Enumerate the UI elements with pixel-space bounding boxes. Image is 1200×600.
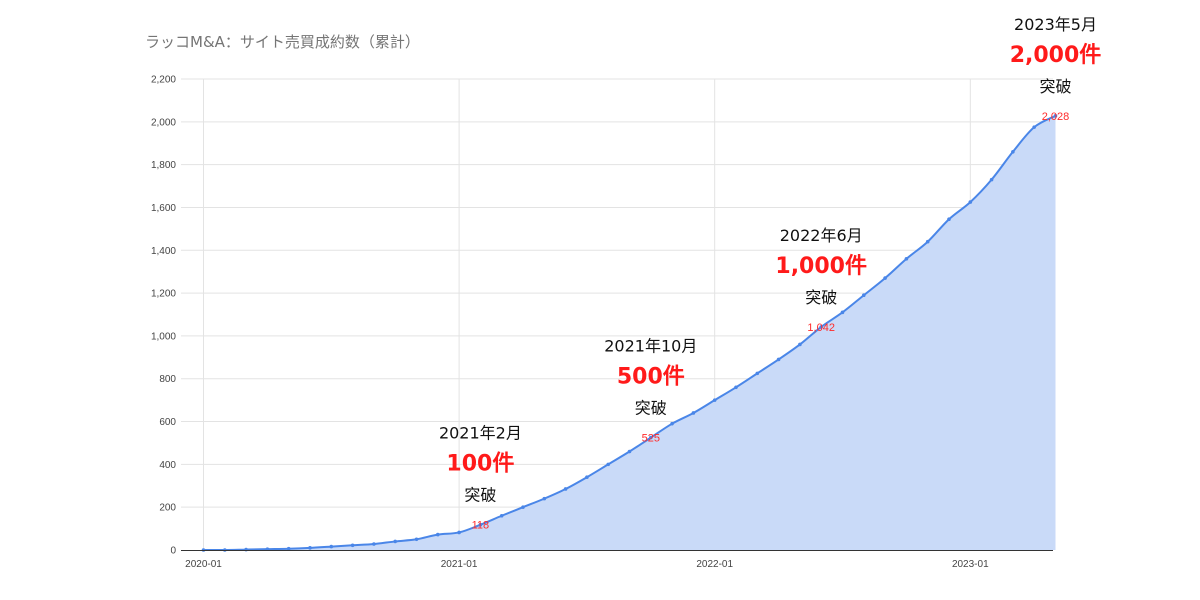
annotation-date: 2021年10月: [604, 337, 697, 356]
data-point: [883, 276, 887, 280]
milestone-annotations: 2021年2月100件突破2021年10月500件突破2022年6月1,000件…: [439, 15, 1101, 505]
data-point: [606, 462, 610, 467]
data-point: [350, 543, 355, 548]
data-point: [329, 544, 334, 549]
data-point: [499, 513, 504, 518]
data-point: [563, 487, 568, 491]
data-point: [989, 177, 994, 182]
data-point: [798, 342, 802, 347]
data-point: [1032, 125, 1036, 129]
data-point: [755, 371, 760, 376]
data-label: 2,028: [1042, 111, 1070, 123]
data-label: 525: [642, 433, 660, 445]
data-point: [308, 546, 312, 550]
data-point: [925, 239, 930, 244]
data-point: [904, 257, 909, 261]
y-tick-label: 0: [170, 546, 176, 557]
data-point: [691, 411, 696, 415]
y-tick-label: 1,200: [151, 289, 176, 300]
annotation-count: 1,000件: [775, 254, 867, 279]
data-point: [286, 546, 291, 551]
y-tick-label: 200: [159, 503, 176, 514]
axis-ticks: 0 200 400 600 800 1,000 1,200 1,400 1,600 1,800 2,…: [151, 75, 1053, 570]
data-label: 118: [472, 520, 490, 532]
annotation-count: 2,000件: [1010, 43, 1102, 68]
x-tick-label: 2021-01: [441, 559, 478, 570]
data-point: [436, 532, 440, 537]
data-point: [372, 542, 376, 546]
data-point: [1053, 114, 1058, 118]
x-tick-label: 2023-01: [952, 559, 989, 570]
y-tick-label: 1,600: [151, 203, 176, 214]
data-point: [776, 357, 781, 362]
data-point: [734, 385, 738, 390]
annotation-suffix: 突破: [805, 288, 837, 307]
y-tick-label: 1,000: [151, 331, 176, 342]
data-point: [968, 200, 973, 204]
data-label: 1,042: [807, 322, 835, 334]
area-series: [203, 114, 1056, 552]
data-point: [457, 530, 461, 535]
y-tick-label: 400: [159, 460, 176, 471]
data-point: [819, 325, 823, 329]
data-point: [649, 435, 653, 440]
y-tick-label: 600: [159, 417, 176, 428]
x-tick-label: 2022-01: [696, 559, 733, 570]
data-point: [627, 449, 632, 454]
data-point: [414, 537, 419, 542]
y-tick-label: 2,200: [151, 75, 176, 86]
chart-title: ラッコM&A：サイト売買成約数（累計）: [145, 33, 420, 51]
annotation-date: 2021年2月: [439, 424, 522, 443]
annotation-count: 100件: [446, 452, 514, 477]
y-tick-label: 2,000: [151, 117, 176, 128]
data-point: [840, 310, 845, 315]
data-point: [542, 496, 547, 501]
data-point: [670, 421, 674, 426]
data-point: [585, 475, 589, 480]
annotation-suffix: 突破: [1039, 77, 1071, 96]
y-tick-label: 1,800: [151, 160, 176, 171]
data-point: [478, 522, 483, 527]
data-point: [521, 505, 525, 509]
area-fill: [203, 115, 1056, 551]
y-tick-label: 800: [159, 374, 176, 385]
data-points: [201, 114, 1058, 552]
annotation-suffix: 突破: [635, 399, 667, 418]
data-point: [947, 217, 951, 222]
data-point: [393, 539, 398, 544]
annotation-date: 2023年5月: [1014, 15, 1097, 34]
data-point: [712, 398, 717, 402]
annotation-count: 500件: [617, 365, 685, 390]
x-tick-label: 2020-01: [185, 559, 222, 570]
data-labels: 118 525 1,042 2,028: [472, 111, 1070, 532]
data-point: [1011, 149, 1015, 154]
y-tick-label: 1,400: [151, 246, 176, 257]
annotation-suffix: 突破: [464, 486, 496, 505]
data-point: [862, 293, 866, 298]
annotation-date: 2022年6月: [780, 226, 863, 245]
